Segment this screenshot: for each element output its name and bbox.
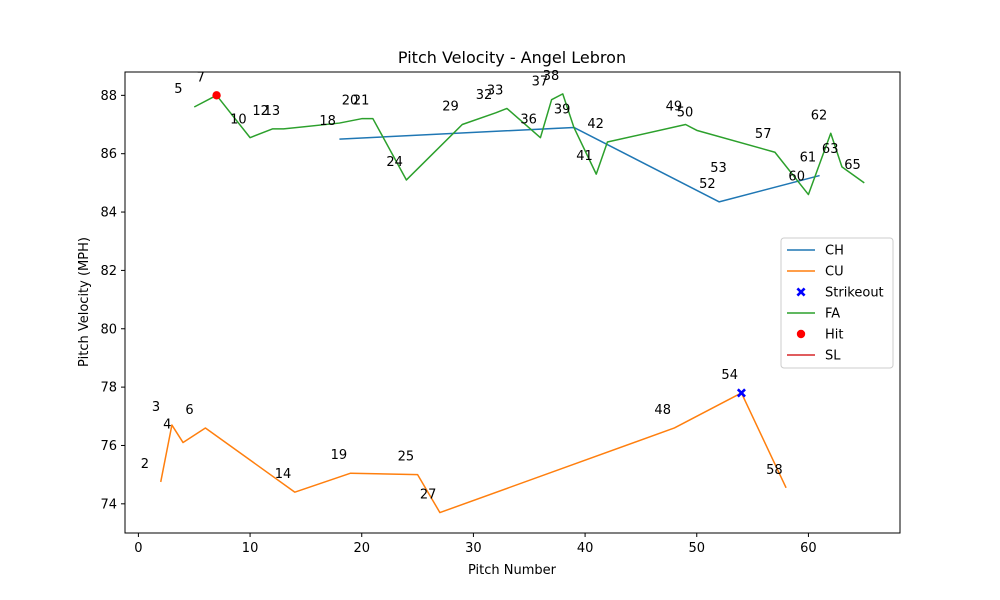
y-axis-label: Pitch Velocity (MPH) — [77, 237, 92, 367]
series-line-cu — [159, 392, 787, 514]
chart-title: Pitch Velocity - Angel Lebron — [398, 48, 626, 67]
x-tick-label: 10 — [242, 541, 259, 556]
x-tick-label: 40 — [577, 541, 594, 556]
marker-strikeout — [736, 388, 746, 398]
point-label: 12 — [252, 104, 269, 119]
point-label: 7 — [197, 70, 205, 85]
point-label: 10 — [230, 113, 247, 128]
legend-label-strikeout: Strikeout — [825, 286, 884, 301]
point-label: 25 — [398, 450, 415, 465]
point-label: 63 — [822, 142, 839, 157]
point-label: 4 — [163, 418, 171, 433]
point-label: 18 — [319, 114, 336, 129]
legend-label-ch: CH — [825, 244, 844, 259]
legend-label-hit: Hit — [825, 328, 843, 343]
y-tick-label: 84 — [100, 206, 117, 221]
point-label: 52 — [699, 177, 716, 192]
x-tick-label: 50 — [688, 541, 705, 556]
legend-swatch-hit — [796, 329, 806, 339]
point-label: 13 — [264, 104, 281, 119]
point-label: 61 — [800, 151, 817, 166]
legend-label-cu: CU — [825, 265, 844, 280]
point-label: 57 — [755, 127, 772, 142]
y-tick-label: 74 — [100, 497, 117, 512]
point-label: 62 — [811, 108, 828, 123]
legend-swatch-strikeout — [796, 287, 806, 297]
point-label: 2 — [141, 457, 149, 472]
point-label: 65 — [844, 158, 861, 173]
point-label: 27 — [420, 488, 437, 503]
point-label: 36 — [520, 113, 537, 128]
point-label: 3 — [152, 400, 160, 415]
point-label: 14 — [275, 467, 292, 482]
point-label: 49 — [666, 100, 683, 115]
point-label: 5 — [174, 82, 182, 97]
x-axis: 0 10 20 30 40 50 60 — [134, 533, 817, 556]
point-label: 58 — [766, 463, 783, 478]
marker-strikeout-stroke-b — [736, 388, 746, 398]
point-label: 48 — [654, 403, 671, 418]
legend: CH CU Strikeout FA Hit SL — [780, 237, 894, 369]
x-tick-label: 60 — [800, 541, 817, 556]
series-line-fa — [193, 93, 865, 196]
y-tick-label: 78 — [100, 381, 117, 396]
point-label: 24 — [386, 155, 403, 170]
y-tick-label: 82 — [100, 264, 117, 279]
y-tick-label: 80 — [100, 322, 117, 337]
y-axis: 74 76 78 80 82 84 86 88 — [100, 89, 125, 512]
point-label: 37 — [532, 75, 549, 90]
y-tick-label: 76 — [100, 439, 117, 454]
point-label: 21 — [353, 94, 370, 109]
point-label: 50 — [677, 105, 694, 120]
legend-label-fa: FA — [825, 307, 840, 322]
point-label: 54 — [721, 368, 738, 383]
point-label: 19 — [331, 448, 348, 463]
legend-label-sl: SL — [825, 349, 841, 364]
x-tick-label: 0 — [134, 541, 142, 556]
point-label: 38 — [543, 69, 560, 84]
x-tick-label: 30 — [465, 541, 482, 556]
x-tick-label: 20 — [353, 541, 370, 556]
point-label: 33 — [487, 83, 504, 98]
legend-swatch-strikeout-stroke-b — [796, 287, 806, 297]
series-line-ch — [339, 126, 820, 203]
point-label: 20 — [342, 94, 359, 109]
point-label: 32 — [476, 88, 493, 103]
point-label: 39 — [554, 102, 571, 117]
point-label: 60 — [788, 170, 805, 185]
marker-hit — [212, 91, 221, 100]
x-axis-label: Pitch Number — [468, 563, 557, 578]
point-label: 42 — [587, 117, 604, 132]
point-label: 6 — [185, 403, 193, 418]
y-tick-label: 88 — [100, 89, 117, 104]
point-label: 29 — [442, 100, 459, 115]
y-tick-label: 86 — [100, 147, 117, 162]
plot-frame — [124, 71, 901, 534]
point-label: 53 — [710, 161, 727, 176]
point-label: 41 — [576, 149, 593, 164]
